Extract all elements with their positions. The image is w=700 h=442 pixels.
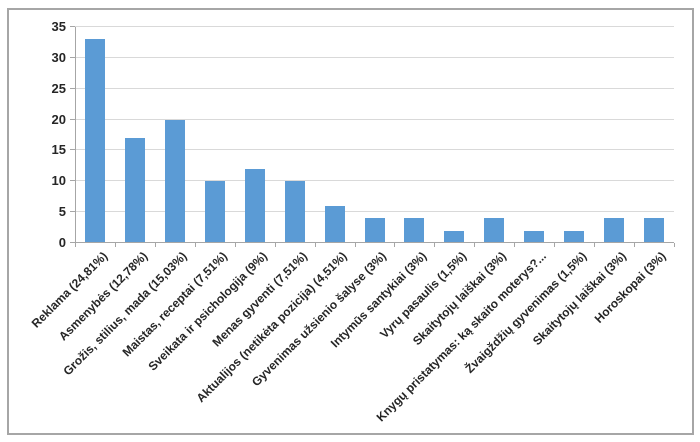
chart-border [7,8,694,435]
x-axis-tick [594,243,596,247]
x-axis-tick [114,243,116,247]
y-axis-label: 25 [51,80,66,96]
x-axis-tick [75,243,76,247]
gridline [75,26,674,27]
x-axis-tick [354,243,356,247]
gridline [75,149,674,151]
x-axis-tick [234,243,236,247]
x-axis-tick [554,243,556,247]
y-axis-tick [70,180,75,182]
gridline [75,180,674,182]
x-axis-tick [154,243,156,247]
bar [644,218,665,243]
bar [404,218,425,243]
gridline [75,118,674,120]
x-axis-tick [634,243,636,247]
x-axis-tick [514,243,516,247]
bar [564,230,585,243]
plot-area [70,26,675,247]
y-axis-label: 30 [51,49,66,65]
y-axis-label: 20 [51,111,66,127]
bar [204,181,225,243]
bar [484,218,505,243]
bar [324,205,345,243]
y-axis-label: 5 [58,204,66,220]
x-axis-tick [434,243,436,247]
x-axis-tick [474,243,476,247]
gridline [75,87,674,89]
y-axis-label: 15 [51,142,66,158]
gridline [75,211,674,213]
bar [84,39,105,243]
bar [284,181,305,243]
y-axis-label: 0 [58,235,66,250]
y-axis-line [75,27,76,243]
y-axis-tick [70,26,75,27]
bar [444,230,465,243]
x-axis-tick [194,243,196,247]
bar [604,218,625,243]
bar [244,168,265,243]
bar [364,218,385,243]
x-axis-tick [274,243,276,247]
y-axis-label: 10 [51,173,66,189]
y-axis-tick [70,87,75,89]
bar [124,138,145,243]
y-axis-tick [70,149,75,151]
x-axis-tick [674,243,675,247]
y-axis-label: 35 [51,19,66,34]
x-axis-tick [314,243,316,247]
bar [164,119,185,243]
bar [524,230,545,243]
y-axis-tick [70,211,75,213]
x-axis-tick [394,243,396,247]
y-axis-tick [70,118,75,120]
x-axis-line [70,242,674,243]
y-axis-tick [70,56,75,58]
gridline [75,56,674,58]
